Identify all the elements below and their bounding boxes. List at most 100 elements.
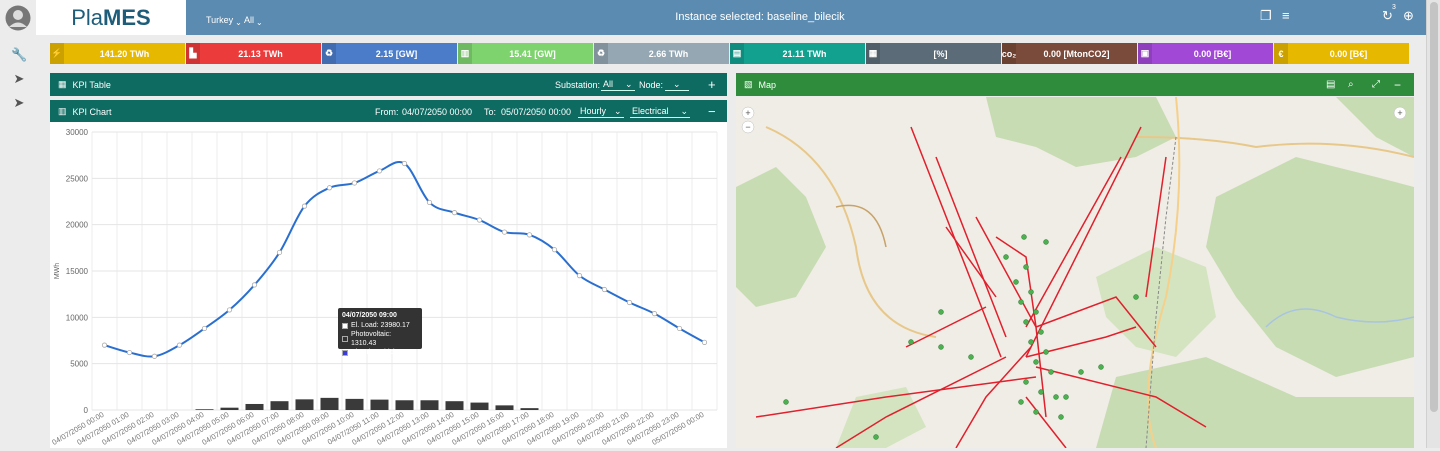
notification-badge: 3 <box>1392 4 1396 11</box>
navigate-icon[interactable]: ➤ <box>13 71 25 86</box>
logo-bold: MES <box>103 4 151 30</box>
substation-label: Substation: <box>555 79 601 90</box>
kpi-card[interactable]: ♻ 2.15 [GW] <box>322 43 457 64</box>
tooltip-row: El. Load: 23980.17 <box>342 321 418 330</box>
scrollbar-thumb[interactable] <box>1430 2 1438 412</box>
chevron-down-icon: ⌄ <box>256 18 263 27</box>
data-point <box>526 232 533 238</box>
interval-select[interactable]: Hourly ⌄ <box>578 106 624 118</box>
carrier-value: Electrical <box>632 106 669 116</box>
user-avatar-icon <box>5 5 31 30</box>
top-header: Pla MES Turkey ⌄ All ⌄ Instance selected:… <box>0 0 1426 35</box>
region-filter[interactable]: All ⌄ <box>244 12 263 28</box>
data-point <box>626 299 633 306</box>
kpi-card[interactable]: co₂ 0.00 [MtonCO2] <box>1002 43 1137 64</box>
avatar[interactable] <box>0 0 36 35</box>
lightning-icon: ⚡ <box>50 43 64 64</box>
copy-icon[interactable]: ❐ <box>1260 8 1272 23</box>
search-icon[interactable]: ⌕ <box>1348 79 1354 90</box>
bar-photovoltaic <box>420 400 439 410</box>
tooltip-row-label: El. Load: 23980.17 <box>351 322 410 329</box>
data-point <box>501 229 508 235</box>
chevron-down-icon: ⌄ <box>614 105 622 116</box>
bar-photovoltaic <box>320 397 339 410</box>
kpi-card[interactable]: ▥ 15.41 [GW] <box>458 43 593 64</box>
region-filter-label: All <box>244 14 255 25</box>
chart-icon[interactable]: ▤ <box>1326 79 1336 90</box>
data-point <box>201 325 208 332</box>
navigate-icon[interactable]: ➤ <box>13 95 25 110</box>
bar-photovoltaic <box>195 409 214 410</box>
carrier-select[interactable]: Electrical ⌄ <box>630 105 691 118</box>
kpi-table-title: KPI Table <box>72 79 111 90</box>
data-point <box>401 160 408 167</box>
kpi-card[interactable]: ⚡ 141.20 TWh <box>50 43 185 64</box>
legend-swatch <box>342 322 348 329</box>
instance-title: Instance selected: baseline_bilecik <box>675 11 845 23</box>
kpi-value: 2.66 TWh <box>648 48 689 59</box>
logo-prefix: Pla <box>71 4 104 30</box>
bar-photovoltaic <box>245 403 264 410</box>
y-tick-label: 15000 <box>66 267 89 276</box>
kpi-value: 2.15 [GW] <box>375 48 418 59</box>
add-icon[interactable]: + <box>708 77 716 92</box>
kpi-value: 141.20 TWh <box>99 48 150 59</box>
kpi-card[interactable]: ▤ 21.11 TWh <box>730 43 865 64</box>
map-view[interactable]: + − + <box>736 97 1414 448</box>
bar-photovoltaic <box>520 408 539 410</box>
chevron-down-icon: ⌄ <box>680 105 689 116</box>
y-axis-label: MWh <box>54 263 61 279</box>
tooltip-title: 04/07/2050 09:00 <box>342 312 397 319</box>
substation-value: All <box>603 79 614 89</box>
substation-select[interactable]: All ⌄ <box>601 79 635 91</box>
history-icon[interactable]: ↻ <box>1382 8 1393 23</box>
recycle-icon: ♻ <box>594 43 608 64</box>
country-filter[interactable]: Turkey ⌄ <box>206 12 242 28</box>
to-date-input[interactable]: 05/07/2050 00:00 <box>501 106 572 117</box>
kpi-chart: 0 5000 10000 15000 20000 25000 30000 MWh 04/07/2… <box>50 122 727 448</box>
minimize-icon[interactable]: − <box>1394 77 1402 92</box>
data-point <box>651 311 658 317</box>
euro-icon: € <box>1274 43 1288 64</box>
data-point <box>676 325 683 332</box>
bar-photovoltaic <box>295 399 314 410</box>
table-icon: ▦ <box>58 79 67 89</box>
legend-swatch <box>342 349 348 356</box>
tooltip-row-label: Electric Vehicle: 0 <box>351 349 407 356</box>
kpi-value: 21.11 TWh <box>782 48 827 59</box>
globe-icon[interactable]: ⊕ <box>1403 8 1414 23</box>
from-date-input[interactable]: 04/07/2050 00:00 <box>402 106 473 117</box>
map-canvas[interactable]: + − + <box>736 97 1414 448</box>
data-point <box>701 339 708 345</box>
kpi-card[interactable]: ♻ 2.66 TWh <box>594 43 729 64</box>
legend-swatch <box>342 336 348 342</box>
co2-icon: co₂ <box>1002 43 1016 64</box>
data-point <box>376 168 383 174</box>
interval-value: Hourly <box>580 106 607 116</box>
kpi-card[interactable]: ▦ [%] <box>866 43 1001 64</box>
wrench-icon[interactable]: 🔧 <box>11 47 28 62</box>
kpi-value: 21.13 TWh <box>238 48 283 59</box>
factory-icon: ▙ <box>186 43 200 64</box>
grid-icon: ▦ <box>866 43 880 64</box>
kpi-card[interactable]: €0.00 [B€] <box>1274 43 1409 64</box>
kpi-card[interactable]: ▙ 21.13 TWh <box>186 43 321 64</box>
bar-photovoltaic <box>370 399 389 410</box>
fullscreen-icon[interactable]: ⤢ <box>1372 79 1380 90</box>
bar-photovoltaic <box>470 402 489 410</box>
kpi-value: 0.00 [B€] <box>1329 48 1368 59</box>
bar-photovoltaic <box>495 405 514 410</box>
node-select[interactable]: ⌄ <box>665 79 689 91</box>
kpi-chart-svg: 0 5000 10000 15000 20000 25000 30000 MWh 04/07/2… <box>50 128 718 447</box>
svg-text:+: + <box>1397 108 1402 118</box>
kpi-value: 15.41 [GW] <box>509 48 556 59</box>
list-icon[interactable]: ≡ <box>1282 8 1290 23</box>
page-scrollbar[interactable] <box>1426 0 1440 448</box>
data-point <box>476 217 483 223</box>
data-point <box>176 342 183 348</box>
map-icon: ▧ <box>744 79 753 89</box>
minimize-icon[interactable]: − <box>708 104 716 119</box>
from-label: From: <box>375 106 399 117</box>
app-logo[interactable]: Pla MES <box>36 0 186 35</box>
kpi-card[interactable]: ▣ 0.00 [B€] <box>1138 43 1273 64</box>
